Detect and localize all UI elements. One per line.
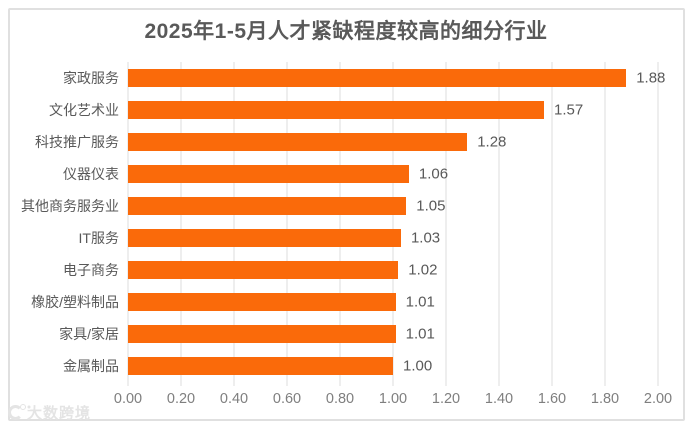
axis-tick bbox=[445, 382, 447, 386]
bar bbox=[128, 165, 409, 183]
gridline bbox=[657, 62, 659, 382]
x-axis-tick-label: 1.40 bbox=[484, 391, 514, 407]
axis-tick bbox=[604, 382, 606, 386]
x-axis-tick-label: 1.00 bbox=[378, 391, 408, 407]
value-label: 1.02 bbox=[408, 261, 438, 279]
watermark-text: 大数跨境 bbox=[27, 405, 92, 422]
gridline bbox=[445, 62, 447, 382]
category-label: 其他商务服务业 bbox=[21, 198, 119, 214]
bar-row: IT服务 1.03 bbox=[79, 222, 658, 254]
gridline bbox=[392, 62, 394, 382]
value-label: 1.28 bbox=[477, 133, 507, 151]
bar-row: 家具/家居 1.01 bbox=[59, 318, 658, 350]
category-label: IT服务 bbox=[78, 230, 119, 246]
bar bbox=[128, 197, 407, 215]
x-axis-tick-label: 2.00 bbox=[643, 391, 673, 407]
bar-row: 金属制品 1.00 bbox=[63, 350, 658, 382]
category-label: 家政服务 bbox=[63, 70, 119, 86]
x-axis-tick-label: 0.80 bbox=[325, 391, 355, 407]
category-label: 仪器仪表 bbox=[63, 166, 119, 182]
bar-row: 橡胶/塑料制品 1.01 bbox=[31, 286, 658, 318]
bar-row: 其他商务服务业 1.05 bbox=[21, 190, 658, 222]
bar-row: 文化艺术业 1.57 bbox=[49, 94, 658, 126]
bar-row: 家政服务 1.88 bbox=[63, 62, 665, 94]
bar bbox=[128, 133, 468, 151]
value-label: 1.01 bbox=[405, 325, 435, 343]
category-label: 电子商务 bbox=[63, 262, 119, 278]
axis-tick bbox=[498, 382, 500, 386]
x-axis-tick-label: 1.20 bbox=[431, 391, 461, 407]
value-label: 1.05 bbox=[416, 197, 446, 215]
bar bbox=[128, 325, 396, 343]
gridline bbox=[498, 62, 500, 382]
value-label: 1.06 bbox=[418, 165, 449, 183]
gridline bbox=[339, 62, 341, 382]
x-axis-tick-label: 1.60 bbox=[537, 391, 567, 407]
category-label: 文化艺术业 bbox=[49, 102, 119, 118]
bar bbox=[128, 69, 627, 87]
chart-title: 2025年1-5月人才紧缺程度较高的细分行业 bbox=[144, 20, 548, 43]
x-axis-tick-label: 0.40 bbox=[219, 391, 249, 407]
watermark-logo-icon bbox=[8, 404, 26, 420]
watermark: 大数跨境 bbox=[8, 402, 91, 423]
axis-tick bbox=[392, 382, 394, 386]
category-label: 金属制品 bbox=[63, 358, 119, 374]
axis-tick bbox=[127, 382, 129, 386]
bar-row: 仪器仪表 1.06 bbox=[63, 158, 658, 190]
axis-tick bbox=[286, 382, 288, 386]
category-label: 科技推广服务 bbox=[35, 134, 119, 150]
x-axis-tick-label: 0.00 bbox=[113, 391, 143, 407]
value-label: 1.57 bbox=[554, 101, 584, 119]
axis-tick bbox=[233, 382, 235, 386]
bar bbox=[128, 357, 393, 375]
x-axis-tick-label: 0.60 bbox=[272, 391, 302, 407]
x-axis-tick-label: 1.80 bbox=[590, 391, 620, 407]
gridline bbox=[286, 62, 288, 382]
x-axis-tick-label: 0.20 bbox=[166, 391, 196, 407]
category-label: 家具/家居 bbox=[59, 326, 119, 342]
value-label: 1.00 bbox=[403, 357, 433, 375]
axis-tick bbox=[180, 382, 182, 386]
category-label: 橡胶/塑料制品 bbox=[31, 294, 119, 310]
axis-tick bbox=[339, 382, 341, 386]
bar bbox=[128, 101, 545, 119]
plot-area: 0.00 0.20 0.40 0.60 0.80 1.00 1.20 1.40 1.60 1.80… bbox=[21, 62, 672, 407]
axis-tick bbox=[551, 382, 553, 386]
value-label: 1.01 bbox=[405, 293, 435, 311]
gridline bbox=[604, 62, 606, 382]
bar bbox=[128, 229, 401, 247]
bar bbox=[128, 293, 396, 311]
bar bbox=[128, 261, 399, 279]
gridline bbox=[551, 62, 553, 382]
gridline bbox=[233, 62, 235, 382]
gridline bbox=[127, 62, 129, 382]
axis-tick bbox=[657, 382, 659, 386]
bar-row: 科技推广服务 1.28 bbox=[35, 126, 658, 158]
value-label: 1.03 bbox=[410, 229, 441, 247]
bar-row: 电子商务 1.02 bbox=[63, 254, 658, 286]
value-label: 1.88 bbox=[636, 69, 666, 87]
gridline bbox=[180, 62, 182, 382]
